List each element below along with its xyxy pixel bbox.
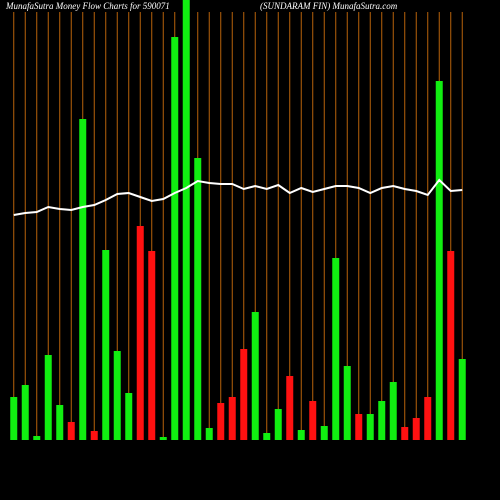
bar [297,430,305,440]
bar [435,81,443,440]
bar [33,436,41,440]
bar [194,158,202,440]
bar [228,397,236,440]
chart-subtitle: (SUNDARAM FIN) MunafaSutra.com [260,1,398,11]
bar [401,427,409,440]
bar [125,393,133,440]
bar [458,359,466,440]
bar [67,422,75,440]
bar [263,433,271,440]
money-flow-line [13,178,463,216]
bar [240,349,248,440]
chart-title: MunafaSutra Money Flow Charts for 590071 [5,1,170,11]
bar [56,405,64,440]
bar [309,401,317,440]
bar [159,437,167,440]
bar [10,397,18,440]
bar [366,414,374,440]
bar [44,355,52,440]
bar [182,0,190,440]
bar [412,418,420,440]
bar [286,376,294,440]
bar [378,401,386,440]
bar [113,351,121,440]
bar [90,431,98,440]
bar [136,226,144,440]
bar [79,119,87,440]
bar [217,403,225,440]
bar [274,409,282,440]
bar [171,37,179,440]
bar [205,428,213,440]
bar [320,426,328,440]
bar [102,250,110,440]
bar [424,397,432,440]
bar [447,251,455,440]
bar [332,258,340,440]
bar [355,414,363,440]
bar [251,312,259,440]
bar [148,251,156,440]
bar [389,382,397,440]
bar [21,385,29,440]
bar [343,366,351,440]
